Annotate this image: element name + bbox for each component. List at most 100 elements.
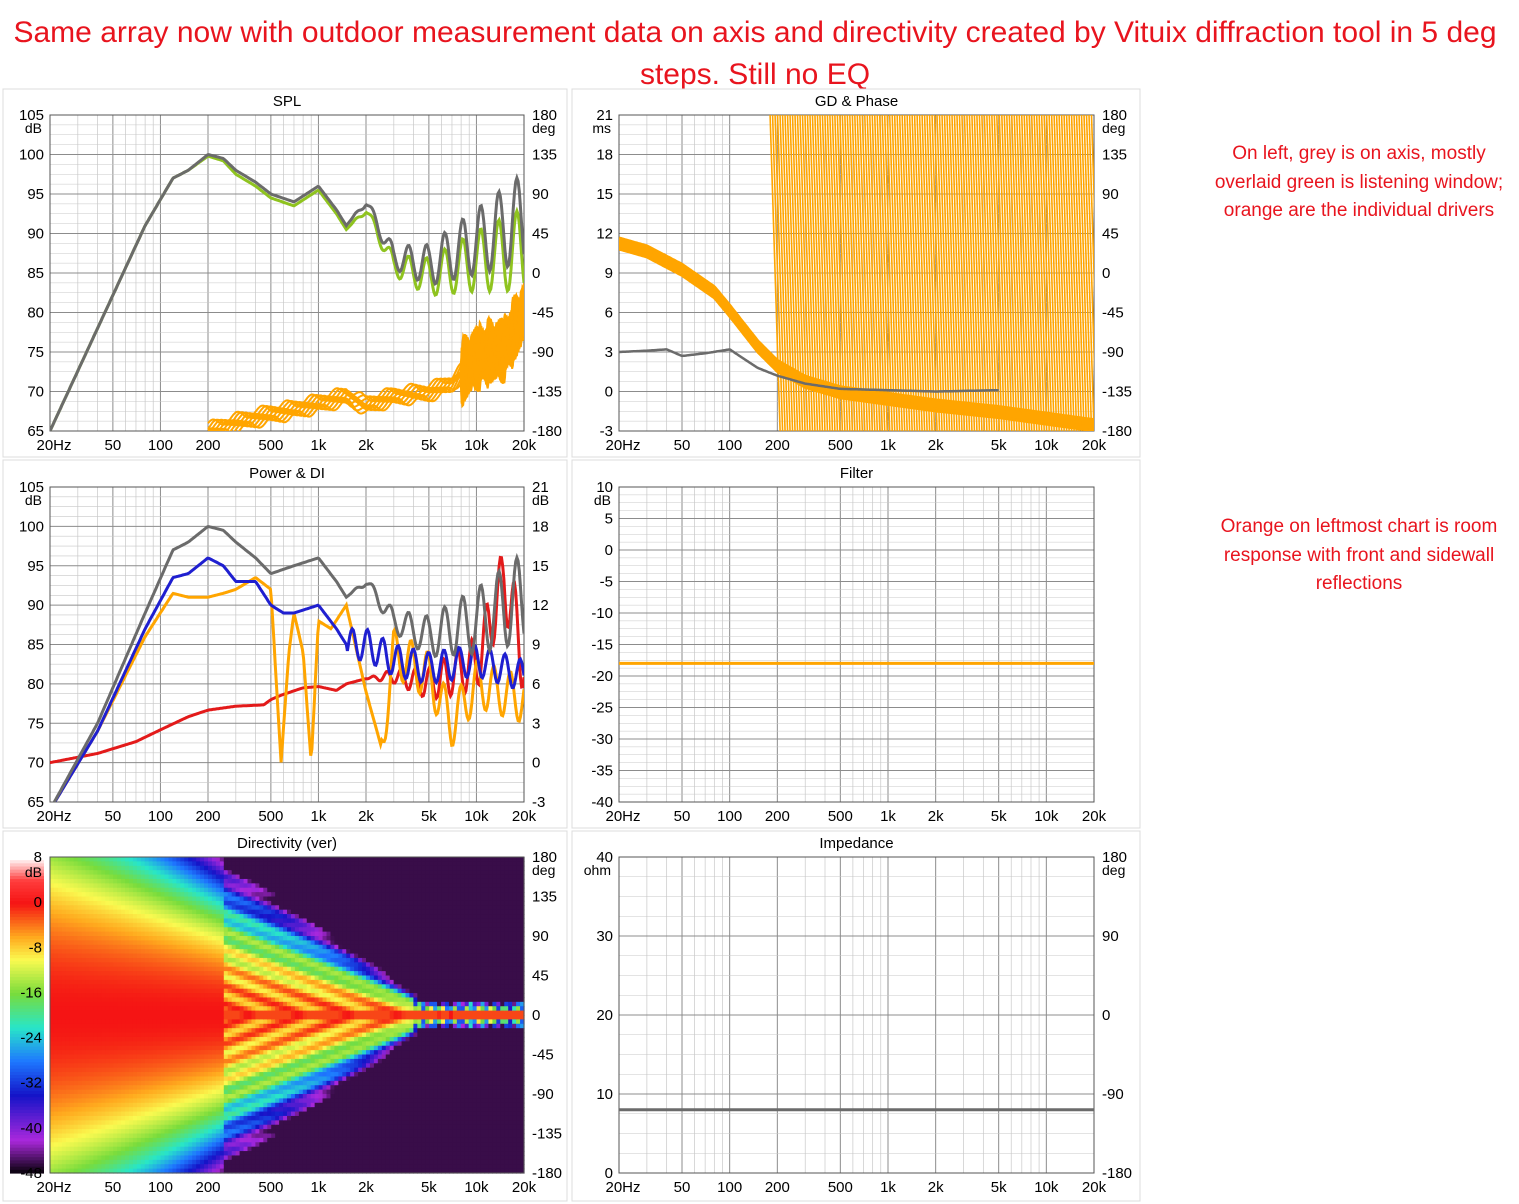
heatmap-cell (69, 1164, 75, 1170)
heatmap-cell (239, 870, 245, 876)
heatmap-cell (290, 953, 296, 959)
heatmap-cell (156, 1001, 162, 1007)
heatmap-cell (227, 1111, 233, 1117)
heatmap-cell (53, 936, 59, 941)
heatmap-cell (160, 1006, 166, 1012)
heatmap-cell (219, 1137, 225, 1143)
heatmap-cell (140, 940, 146, 946)
heatmap-cell (148, 971, 154, 977)
heatmap-cell (148, 1142, 154, 1148)
heatmap-cell (152, 1089, 158, 1095)
heatmap-cell (176, 870, 181, 876)
heatmap-cell (144, 914, 150, 920)
y-tick-label: 65 (27, 423, 44, 440)
heatmap-cell (215, 927, 221, 933)
heatmap-cell (129, 883, 134, 889)
heatmap-cell (65, 1168, 71, 1174)
y2-tick-label: 0 (1102, 265, 1110, 282)
heatmap-cell (168, 1010, 174, 1016)
heatmap-cell (152, 949, 158, 955)
heatmap-cell (184, 887, 189, 893)
heatmap-cell (275, 1129, 280, 1135)
heatmap-cell (231, 993, 237, 999)
heatmap-cell (121, 997, 126, 1003)
heatmap-cell (69, 922, 75, 928)
heatmap-cell (113, 1094, 118, 1099)
heatmap-cell (215, 883, 221, 889)
heatmap-cell (85, 1120, 91, 1126)
heatmap-cell (144, 1137, 150, 1143)
heatmap-cell (239, 988, 245, 994)
heatmap-cell (148, 1072, 154, 1078)
heatmap-cell (275, 1133, 280, 1139)
heatmap-cell (204, 984, 209, 990)
heatmap-cell (168, 1032, 174, 1038)
heatmap-cell (69, 962, 75, 968)
heatmap-cell (73, 892, 79, 898)
heatmap-cell (271, 1102, 276, 1108)
heatmap-cell (50, 949, 55, 955)
heatmap-cell (144, 1133, 150, 1139)
heatmap-cell (290, 940, 296, 946)
heatmap-cell (168, 988, 174, 994)
heatmap-cell (109, 966, 114, 972)
heatmap-cell (204, 1164, 209, 1170)
heatmap-cell (196, 1019, 201, 1025)
heatmap-cell (117, 909, 122, 915)
heatmap-cell (117, 1015, 122, 1020)
heatmap-cell (109, 914, 114, 920)
heatmap-cell (93, 905, 98, 911)
heatmap-cell (231, 1067, 237, 1073)
heatmap-cell (192, 865, 197, 871)
heatmap-cell (259, 1058, 264, 1064)
heatmap-cell (208, 1067, 213, 1073)
heatmap-cell (168, 1072, 174, 1078)
heatmap-cell (77, 1036, 83, 1042)
heatmap-cell (192, 940, 197, 946)
heatmap-cell (263, 1089, 268, 1095)
heatmap-cell (184, 909, 189, 915)
heatmap-cell (287, 957, 292, 963)
heatmap-cell (81, 1102, 87, 1108)
heatmap-cell (227, 896, 233, 902)
heatmap-cell (263, 1023, 268, 1029)
heatmap-cell (156, 865, 162, 871)
heatmap-cell (259, 905, 264, 911)
heatmap-cell (255, 1028, 260, 1034)
heatmap-cell (93, 1089, 98, 1095)
heatmap-cell (125, 962, 130, 968)
heatmap-cell (85, 1168, 91, 1174)
heatmap-cell (117, 857, 122, 862)
heatmap-cell (53, 865, 59, 871)
heatmap-cell (53, 975, 59, 981)
heatmap-cell (53, 1120, 59, 1126)
heatmap-cell (196, 861, 201, 867)
heatmap-cell (65, 1045, 71, 1051)
heatmap-cell (200, 1137, 205, 1143)
heatmap-cell (247, 962, 253, 968)
heatmap-cell (208, 1001, 213, 1007)
heatmap-cell (81, 984, 87, 990)
heatmap-cell (148, 1155, 154, 1161)
heatmap-cell (287, 1107, 292, 1113)
heatmap-cell (69, 1019, 75, 1025)
heatmap-cell (192, 1015, 197, 1020)
heatmap-cell (247, 1028, 253, 1034)
heatmap-cell (132, 1137, 138, 1143)
heatmap-cell (192, 993, 197, 999)
heatmap-cell (140, 984, 146, 990)
heatmap-cell (275, 1054, 280, 1060)
heatmap-cell (65, 1137, 71, 1143)
heatmap-cell (259, 1085, 264, 1091)
heatmap-cell (168, 905, 174, 911)
heatmap-cell (196, 857, 201, 862)
heatmap-cell (200, 857, 205, 862)
heatmap-cell (85, 887, 91, 893)
heatmap-cell (148, 1159, 154, 1165)
heatmap-cell (243, 1115, 249, 1121)
y-tick-label: 15 (596, 186, 613, 203)
heatmap-cell (152, 861, 158, 867)
heatmap-cell (267, 979, 272, 985)
heatmap-cell (200, 918, 205, 924)
heatmap-cell (247, 1019, 253, 1025)
